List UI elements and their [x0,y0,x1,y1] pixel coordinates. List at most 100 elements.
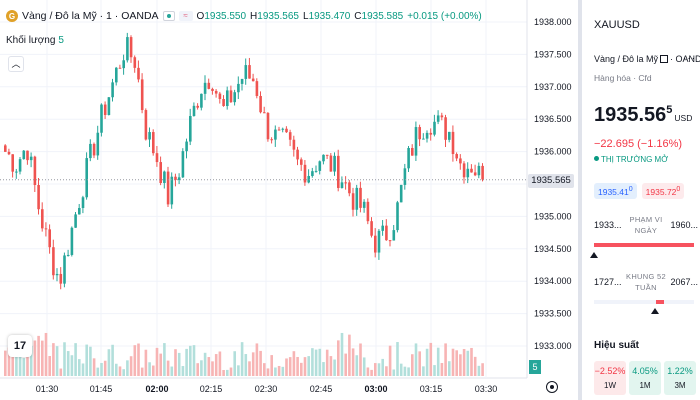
volume-legend[interactable]: Khối lượng 5 [6,35,64,46]
volume-bar [314,349,318,376]
candle [381,225,384,231]
volume-bar [466,350,470,376]
week52-low: 1727... [594,277,622,287]
volume-bar [122,369,125,376]
time-axis-label: 02:45 [310,384,333,394]
volume-bar [333,359,336,376]
candle [229,90,233,103]
candle [370,221,373,236]
volume-bar [422,366,425,376]
volume-bar [399,363,403,376]
symbol-title[interactable]: Vàng / Đô la Mỹ · 1 · OANDA [22,10,159,22]
last-volume-tag: 5 [529,360,541,374]
volume-bar [385,366,388,376]
candle [281,128,285,130]
performance-1w[interactable]: −2.52% 1W [594,361,626,395]
candle [455,154,458,159]
external-link-icon[interactable] [660,55,669,63]
volume-bar [462,348,466,376]
volume-bar [362,357,366,376]
symbol-description[interactable]: Vàng / Đô la Mỹ· OANDA [594,54,700,64]
candle [292,139,296,150]
volume-bar [288,357,292,376]
candle [259,95,262,113]
candle [473,172,477,176]
candle [111,82,114,98]
visibility-icon[interactable] [162,11,175,21]
volume-bar [270,355,273,376]
candle [207,82,211,89]
symbol-name[interactable]: XAUUSD [594,19,640,31]
chart-area[interactable]: 1938.000 1937.500 1937.000 1936.500 1936.000… [0,0,578,400]
volume-bar [455,350,458,376]
candle [140,79,144,111]
price-axis-label: 1934.500 [534,244,572,254]
candle [148,132,151,140]
candle [274,129,277,140]
candle [414,127,418,156]
collapse-legend-button[interactable]: ︿ [8,56,24,72]
week52-range-bar [594,300,694,304]
candle [366,201,370,222]
volume-bar [18,348,22,376]
volume-bar [185,348,188,376]
candle [233,92,236,103]
candle [74,214,77,228]
performance-1m[interactable]: 4.05% 1M [629,361,661,395]
last-price: 1935.565USD [594,104,693,126]
candle [4,145,7,152]
price-axis-label: 1934.000 [534,276,572,286]
volume-bar [52,343,55,376]
more-options-icon[interactable]: ··· [683,53,696,64]
volume-bar [170,366,174,376]
candle [222,99,225,107]
volume-bar [448,361,451,376]
volume-bar [218,351,222,376]
price-chart[interactable]: 1938.000 1937.500 1937.000 1936.500 1936.000… [0,0,578,400]
candle [237,83,240,93]
candle [411,148,414,156]
volume-bar [244,354,248,376]
volume-bar [240,342,244,376]
volume-bar [189,345,192,376]
day-range-row: 1933... PHẠM VI NGÀY 1960... [594,214,698,236]
performance-3m[interactable]: 1.22% 3M [664,361,696,395]
volume-bar [392,369,396,376]
time-axis-label: 01:45 [90,384,113,394]
symbol-details-panel: XAUUSD Vàng / Đô la Mỹ· OANDA ··· Hàng h… [578,0,700,400]
gear-icon[interactable] [546,381,558,393]
volume-bar [144,349,148,376]
volume-bar [248,361,251,376]
candle [22,150,26,160]
volume-bar [481,363,484,376]
volume-bar [66,351,70,376]
week52-range-row: 1727... KHUNG 52 TUẦN 2067... [594,271,698,293]
compare-icon[interactable]: ≈ [178,11,193,21]
tradingview-logo[interactable]: 17 [8,335,32,357]
candle [200,93,203,108]
current-price-tag: 1935.565 [528,174,574,188]
candle [433,121,436,135]
week52-range-marker [651,308,659,314]
volume-bar [451,348,455,376]
volume-bar [311,348,314,376]
week52-range-fill [656,300,664,304]
candle [385,225,388,241]
day-high: 1960... [670,220,698,230]
candle [92,143,96,156]
candle [422,138,425,140]
volume-bar [70,355,74,376]
volume-bar [444,343,447,376]
candle [337,155,340,188]
candle [137,67,140,80]
volume-bar [285,358,288,376]
volume-bar [374,363,377,376]
candle [177,177,181,180]
volume-bar [155,347,159,376]
candle [70,227,74,255]
ohlc-close: C1935.585 [354,10,404,22]
volume-bar [359,343,362,376]
volume-bar [381,358,384,376]
volume-bar [344,353,347,376]
candle [144,110,148,140]
